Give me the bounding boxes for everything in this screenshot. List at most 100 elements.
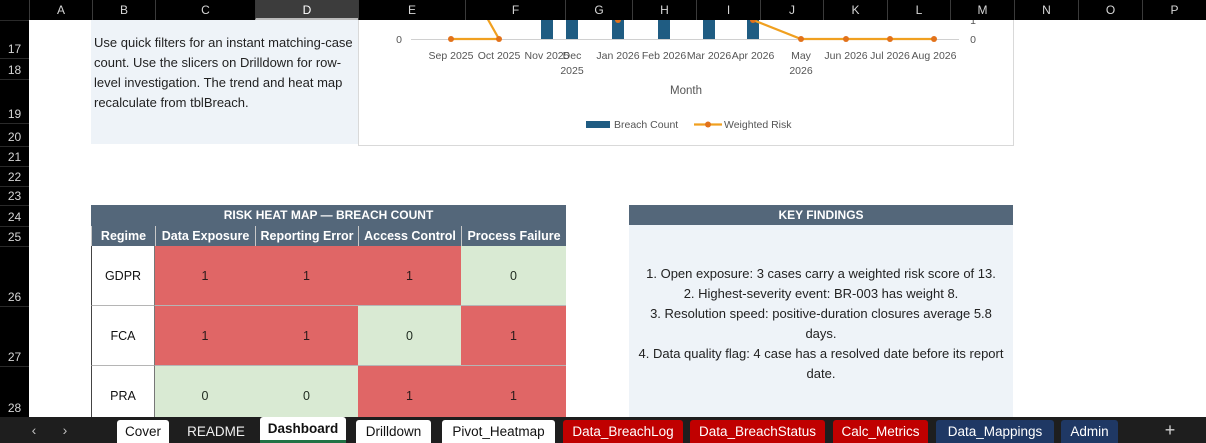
heatmap-cell[interactable]: 0 [358, 306, 461, 366]
column-header-m[interactable]: M [950, 0, 1014, 20]
row-header-19[interactable]: 19 [0, 79, 29, 123]
column-header-j[interactable]: J [760, 0, 823, 20]
sheet-tab-dashboard[interactable]: Dashboard [260, 417, 346, 443]
sheet-tab-data-breachlog[interactable]: Data_BreachLog [563, 420, 683, 443]
chart-bar-8 [747, 20, 759, 39]
chart-right-axis-tick-1: 1 [970, 20, 976, 27]
sheet-tab-bar: ‹ › Cover README Dashboard Drilldown Pivot_H… [0, 417, 1206, 443]
chart-right-axis-tick-0: 0 [970, 34, 976, 46]
sheet-tab-admin[interactable]: Admin [1061, 420, 1118, 443]
sheet-tab-pivot-heatmap[interactable]: Pivot_Heatmap [442, 420, 555, 443]
column-header-g[interactable]: G [565, 0, 632, 20]
sheet-tab-drilldown[interactable]: Drilldown [356, 420, 431, 443]
chart-x-tick-2: Oct 2025 [478, 50, 521, 62]
row-header-25[interactable]: 25 [0, 226, 29, 246]
row-header-20[interactable]: 20 [0, 123, 29, 146]
heatmap-header-regime: Regime [91, 226, 155, 246]
row-header-26[interactable]: 26 [0, 246, 29, 306]
chart-bar-7 [703, 20, 715, 39]
heatmap-header-access-control: Access Control [358, 226, 461, 246]
row-header-23[interactable]: 23 [0, 186, 29, 205]
row-header-28[interactable]: 28 [0, 366, 29, 417]
chart-x-tick-7: Mar 2026 [687, 50, 732, 62]
row-header-24[interactable]: 24 [0, 205, 29, 226]
heatmap-regime-fca: FCA [91, 306, 155, 366]
add-sheet-icon[interactable]: + [1164, 420, 1176, 440]
column-header-e[interactable]: E [358, 0, 465, 20]
key-finding-2: 2. Highest-severity event: BR-003 has we… [683, 286, 959, 301]
sheet-tab-calc-metrics[interactable]: Calc_Metrics [833, 420, 928, 443]
legend-weighted-risk-marker [705, 121, 711, 128]
column-header-f[interactable]: F [465, 0, 565, 20]
column-header-c[interactable]: C [155, 0, 255, 20]
chart-x-tick-8: Apr 2026 [732, 50, 775, 62]
column-header-l[interactable]: L [887, 0, 950, 20]
legend-weighted-risk-label: Weighted Risk [724, 119, 792, 131]
heatmap-header-process-failure: Process Failure [461, 226, 566, 246]
heatmap-cell[interactable]: 1 [155, 306, 255, 366]
chart-line-point-12 [931, 36, 937, 42]
column-header-b[interactable]: B [92, 0, 155, 20]
heatmap-cell[interactable]: 1 [358, 366, 461, 426]
column-header-d[interactable]: D [255, 0, 358, 20]
chart-x-tick-11: Jul 2026 [870, 50, 910, 62]
sheet-tab-data-mappings[interactable]: Data_Mappings [936, 420, 1054, 443]
column-header-i[interactable]: I [696, 0, 760, 20]
chart-bar-3 [541, 20, 553, 39]
row-header-17[interactable]: 17 [0, 20, 29, 58]
row-header-18[interactable]: 18 [0, 58, 29, 79]
chart-x-tick-12: Aug 2026 [912, 50, 957, 62]
key-findings-title: KEY FINDINGS [629, 205, 1013, 225]
column-header-n[interactable]: N [1014, 0, 1078, 20]
row-header-21[interactable]: 21 [0, 146, 29, 166]
sheet-tab-data-breachstatus[interactable]: Data_BreachStatus [690, 420, 825, 443]
key-findings-list: 1. Open exposure: 3 cases carry a weight… [635, 264, 1007, 384]
chart-left-axis-tick: 0 [396, 34, 402, 46]
key-finding-4: 4. Data quality flag: 4 case has a resol… [638, 346, 1004, 381]
heatmap-cell[interactable]: 0 [155, 366, 255, 426]
instructions-box: Use quick filters for an instant matchin… [91, 20, 358, 144]
column-header-a[interactable]: A [29, 0, 92, 20]
chart-x-axis-title: Month [670, 85, 702, 97]
row-header-27[interactable]: 27 [0, 306, 29, 366]
chart-line-point-10 [843, 36, 849, 42]
column-header-k[interactable]: K [823, 0, 887, 20]
row-header-22[interactable]: 22 [0, 166, 29, 186]
chart-x-tick-5: Jan 2026 [596, 50, 639, 62]
heatmap-regime-gdpr: GDPR [91, 246, 155, 306]
legend-breach-count-swatch [586, 121, 610, 128]
heatmap-cell[interactable]: 1 [358, 246, 461, 306]
sheet-tab-cover[interactable]: Cover [117, 420, 169, 443]
heatmap-cell[interactable]: 1 [255, 306, 358, 366]
column-header-o[interactable]: O [1078, 0, 1142, 20]
chart-x-tick-9: May 2026 [789, 50, 813, 77]
chart-line-point-11 [887, 36, 893, 42]
chart-line-segment-right [751, 20, 934, 41]
scroll-tabs-right-icon[interactable]: › [62, 422, 68, 438]
chart-x-tick-3: Nov 2025 [525, 50, 570, 62]
chart-line-point-2 [496, 36, 502, 42]
legend-breach-count-label: Breach Count [614, 119, 678, 131]
scroll-tabs-left-icon[interactable]: ‹ [31, 422, 37, 438]
heatmap-cell[interactable]: 0 [461, 246, 566, 306]
heatmap-header-data-exposure: Data Exposure [155, 226, 255, 246]
heatmap-cell[interactable]: 1 [461, 306, 566, 366]
column-header-p[interactable]: P [1142, 0, 1206, 20]
select-all-corner[interactable] [0, 0, 29, 20]
heatmap-cell[interactable]: 1 [155, 246, 255, 306]
breach-trend-chart[interactable]: 0 1 0 Sep 2025 Oct 2025 Nov 2025 Dec 2025 Jan 20… [358, 20, 1014, 146]
heatmap-cell[interactable]: 1 [255, 246, 358, 306]
column-header-h[interactable]: H [632, 0, 696, 20]
chart-line-point-apr-2026 [750, 20, 756, 23]
key-findings-box: 1. Open exposure: 3 cases carry a weight… [629, 225, 1013, 417]
instructions-text: Use quick filters for an instant matchin… [94, 35, 353, 110]
chart-bar-6 [658, 20, 670, 39]
chart-x-tick-1: Sep 2025 [429, 50, 474, 62]
chart-line-point-9 [798, 36, 804, 42]
sheet-tab-readme[interactable]: README [187, 424, 245, 439]
chart-x-tick-10: Jun 2026 [824, 50, 867, 62]
chart-line-point-1 [448, 36, 454, 42]
chart-line-segment-left [451, 20, 501, 41]
